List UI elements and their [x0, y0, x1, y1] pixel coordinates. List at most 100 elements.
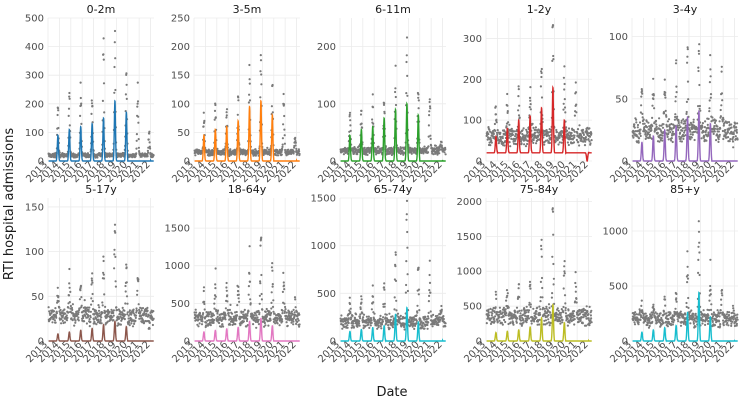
observed-point — [535, 316, 538, 319]
observed-point — [294, 298, 297, 301]
observed-point — [539, 85, 543, 88]
observed-point — [555, 131, 559, 134]
observed-point — [104, 305, 107, 308]
observed-point — [85, 322, 88, 325]
observed-point — [535, 310, 538, 313]
observed-point — [366, 153, 369, 156]
observed-point — [238, 300, 241, 303]
observed-point — [588, 127, 591, 130]
observed-point — [494, 293, 498, 296]
observed-point — [680, 121, 683, 124]
observed-point — [80, 102, 83, 105]
observed-point — [355, 313, 358, 316]
observed-point — [685, 112, 688, 115]
y-tick-label: 200 — [171, 42, 190, 53]
observed-point — [721, 99, 724, 102]
observed-point — [100, 316, 103, 319]
observed-point — [697, 220, 700, 223]
observed-point — [686, 274, 689, 277]
observed-point — [227, 311, 230, 315]
observed-point — [134, 319, 137, 322]
observed-point — [346, 324, 349, 327]
observed-point — [405, 36, 409, 39]
observed-point — [574, 290, 577, 293]
observed-point — [572, 129, 575, 132]
observed-point — [503, 129, 506, 133]
observed-point — [677, 128, 680, 132]
observed-point — [237, 99, 240, 102]
observed-point — [549, 321, 552, 324]
observed-point — [429, 310, 432, 313]
fitted-line — [486, 84, 592, 162]
observed-point — [562, 274, 566, 277]
observed-point — [718, 133, 721, 136]
observed-point — [523, 143, 526, 146]
observed-point — [373, 312, 376, 315]
observed-point — [48, 310, 51, 313]
observed-point — [539, 313, 542, 316]
observed-point — [394, 251, 397, 254]
observed-point — [501, 323, 504, 326]
observed-point — [573, 318, 576, 321]
observed-point — [80, 122, 83, 125]
observed-point — [675, 300, 678, 303]
observed-point — [114, 57, 117, 60]
observed-point — [137, 121, 140, 124]
observed-point — [498, 306, 501, 309]
observed-point — [237, 285, 240, 288]
observed-point — [428, 105, 432, 108]
observed-point — [414, 324, 417, 327]
observed-point — [381, 320, 384, 323]
observed-point — [214, 283, 217, 286]
observed-point — [348, 302, 352, 306]
observed-point — [371, 106, 375, 109]
observed-point — [563, 272, 566, 275]
observed-point — [631, 134, 634, 137]
observed-point — [298, 323, 301, 326]
observed-point — [74, 319, 77, 322]
observed-point — [259, 96, 262, 99]
observed-point — [90, 277, 93, 280]
observed-point — [529, 86, 532, 89]
observed-point — [254, 154, 257, 157]
observed-point — [574, 91, 578, 94]
observed-point — [513, 130, 516, 133]
observed-point — [148, 132, 151, 135]
observed-point — [493, 311, 496, 314]
observed-point — [231, 312, 234, 315]
panel-title: 1-2y — [527, 3, 552, 16]
observed-point — [272, 299, 275, 302]
observed-point — [735, 128, 738, 131]
observed-point — [298, 325, 301, 328]
observed-point — [694, 312, 697, 315]
observed-point — [639, 132, 642, 135]
observed-point — [519, 312, 522, 315]
observed-point — [684, 134, 687, 137]
observed-point — [709, 68, 712, 71]
observed-point — [574, 281, 577, 285]
observed-point — [88, 306, 91, 309]
observed-point — [372, 301, 375, 304]
observed-point — [589, 314, 593, 317]
observed-point — [271, 283, 274, 286]
observed-point — [575, 111, 578, 114]
observed-point — [590, 317, 593, 320]
y-axis-label: RTI hospital admissions — [2, 128, 17, 280]
observed-point — [283, 114, 286, 118]
observed-point — [57, 109, 60, 112]
observed-point — [734, 135, 737, 138]
observed-point — [671, 323, 675, 326]
observed-point — [416, 311, 419, 314]
observed-point — [514, 135, 517, 138]
observed-point — [128, 309, 131, 312]
observed-point — [506, 294, 509, 297]
observed-point — [521, 129, 524, 132]
observed-point — [113, 41, 116, 44]
observed-point — [560, 311, 563, 314]
observed-point — [394, 279, 398, 282]
fitted-line — [48, 99, 154, 162]
observed-point — [547, 313, 550, 317]
observed-point — [418, 309, 421, 312]
observed-point — [514, 137, 518, 140]
observed-point — [532, 138, 535, 142]
